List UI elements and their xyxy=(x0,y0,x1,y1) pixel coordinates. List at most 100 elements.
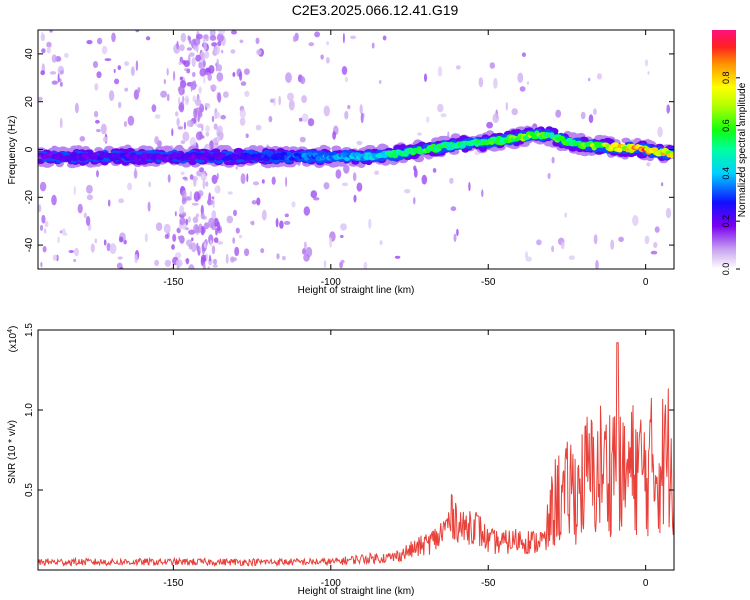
noise-speckle xyxy=(352,172,357,182)
noise-speckle xyxy=(233,209,237,217)
noise-speckle xyxy=(208,65,215,74)
noise-speckle xyxy=(59,81,63,87)
noise-speckle xyxy=(596,73,603,80)
noise-speckle xyxy=(217,92,222,103)
noise-speckle xyxy=(214,45,221,55)
noise-speckle xyxy=(198,246,201,252)
noise-speckle xyxy=(86,40,93,45)
noise-speckle xyxy=(291,201,296,208)
noise-speckle xyxy=(492,113,500,124)
noise-speckle xyxy=(49,30,53,33)
noise-speckle xyxy=(189,136,197,148)
noise-speckle xyxy=(282,256,286,261)
noise-speckle xyxy=(86,184,93,194)
noise-speckle xyxy=(456,228,459,237)
noise-speckle xyxy=(245,133,249,139)
noise-speckle xyxy=(175,259,183,268)
noise-speckle xyxy=(183,121,186,130)
noise-speckle xyxy=(106,242,111,252)
noise-speckle xyxy=(323,182,330,190)
noise-speckle xyxy=(42,246,47,253)
noise-speckle xyxy=(211,196,215,200)
noise-speckle xyxy=(74,102,79,114)
noise-speckle xyxy=(193,45,197,51)
noise-speckle xyxy=(41,214,46,224)
noise-speckle xyxy=(38,96,43,101)
noise-speckle xyxy=(580,111,586,120)
noise-speckle xyxy=(191,237,194,241)
noise-speckle xyxy=(217,185,220,193)
noise-speckle xyxy=(108,90,115,102)
ridge-cell xyxy=(611,142,620,148)
noise-speckle xyxy=(299,136,306,143)
noise-speckle xyxy=(167,174,171,183)
noise-speckle xyxy=(301,113,309,123)
noise-speckle xyxy=(46,46,51,54)
noise-speckle xyxy=(73,258,77,263)
noise-speckle xyxy=(255,124,262,131)
x-tick-label: 0 xyxy=(643,578,649,589)
noise-speckle xyxy=(107,199,111,207)
noise-speckle xyxy=(154,136,159,145)
noise-speckle xyxy=(417,132,422,136)
x-tick-label: -50 xyxy=(481,277,496,288)
noise-speckle xyxy=(180,140,186,145)
noise-speckle xyxy=(588,114,594,124)
noise-speckle xyxy=(207,261,212,265)
noise-speckle xyxy=(244,90,250,98)
noise-speckle xyxy=(207,73,212,81)
noise-speckle xyxy=(650,250,658,255)
noise-speckle xyxy=(339,235,344,238)
noise-speckle xyxy=(40,70,45,76)
noise-speckle xyxy=(176,117,180,127)
noise-speckle xyxy=(137,87,141,93)
noise-speckle xyxy=(52,254,58,261)
colorbar-label: Normalized spectral amplitude xyxy=(737,82,748,217)
noise-speckle xyxy=(342,32,345,44)
noise-speckle xyxy=(261,209,267,221)
noise-speckle xyxy=(555,109,562,118)
noise-speckle xyxy=(133,89,139,100)
noise-speckle xyxy=(92,61,99,68)
snr-y-multiplier-exponent: 4 xyxy=(7,329,14,333)
snr-series-line xyxy=(38,342,674,568)
y-tick-label: -40 xyxy=(24,237,35,252)
noise-speckle xyxy=(303,253,310,262)
noise-speckle xyxy=(303,241,307,250)
noise-speckle xyxy=(201,126,204,132)
x-tick-label: 0 xyxy=(643,277,649,288)
noise-speckle xyxy=(341,66,348,75)
noise-speckle xyxy=(200,212,205,220)
noise-speckle xyxy=(205,36,209,42)
noise-speckle xyxy=(39,224,44,231)
noise-speckle xyxy=(163,78,166,85)
noise-speckle xyxy=(665,207,672,219)
noise-speckle xyxy=(203,41,207,52)
noise-speckle xyxy=(239,117,246,126)
noise-speckle xyxy=(632,215,639,226)
noise-speckle xyxy=(239,71,243,81)
noise-speckle xyxy=(270,98,275,103)
noise-speckle xyxy=(182,212,187,217)
noise-speckle xyxy=(260,248,265,254)
noise-speckle xyxy=(209,30,216,37)
noise-speckle xyxy=(207,266,211,269)
noise-speckle xyxy=(113,69,116,73)
noise-speckle xyxy=(217,241,224,245)
noise-speckle xyxy=(250,221,254,225)
ridge-cell xyxy=(204,152,211,157)
noise-speckle xyxy=(41,31,44,42)
noise-speckle xyxy=(217,135,220,143)
snr-x-axis-label: Height of straight line (km) xyxy=(298,586,415,597)
noise-speckle xyxy=(62,232,68,236)
noise-speckle xyxy=(332,131,336,140)
spectrogram-x-ticks: -150 -100 -50 0 xyxy=(163,30,649,288)
noise-speckle xyxy=(175,252,182,259)
noise-speckle xyxy=(182,95,185,103)
noise-speckle xyxy=(413,168,418,178)
snr-x-ticks: -150 -100 -50 0 xyxy=(163,330,649,589)
noise-speckle xyxy=(124,61,130,66)
noise-speckle xyxy=(307,118,315,127)
noise-speckle xyxy=(326,41,329,46)
